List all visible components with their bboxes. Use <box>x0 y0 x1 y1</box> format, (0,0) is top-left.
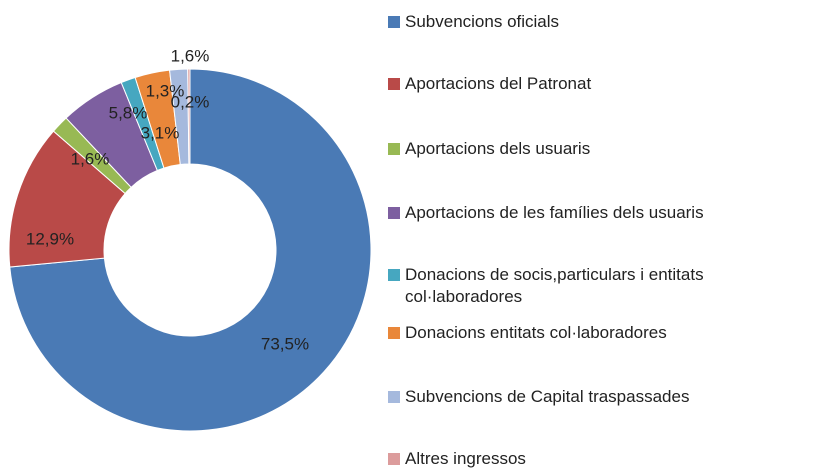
legend-item: Donacions entitats col·laboradores <box>388 322 798 344</box>
data-label: 1,6% <box>171 46 210 65</box>
legend-item: Aportacions dels usuaris <box>388 138 798 160</box>
legend-swatch <box>388 78 400 90</box>
legend-swatch <box>388 143 400 155</box>
donut-slice <box>9 68 372 432</box>
legend-label: Donacions entitats col·laboradores <box>405 323 667 342</box>
legend-label: Aportacions del Patronat <box>405 74 592 93</box>
legend-swatch <box>388 16 400 28</box>
donut-slice <box>187 68 191 165</box>
data-label: 1,3% <box>146 81 185 100</box>
legend-swatch <box>388 391 400 403</box>
legend-label: Aportacions de les famílies dels usuaris <box>405 203 704 222</box>
legend-label: Subvencions oficials <box>405 12 560 31</box>
data-label: 5,8% <box>109 103 148 122</box>
legend-item: Subvencions de Capital traspassades <box>388 386 798 408</box>
legend-label: Subvencions de Capital traspassades <box>405 387 690 406</box>
legend-swatch <box>388 453 400 465</box>
chart: 73,5% 12,9% 1,6% 5,8% 1,3% 3,1% 1,6% 0,2% <box>8 46 372 432</box>
legend-label: Donacions de socis,particulars i entitat… <box>405 265 704 306</box>
legend-item: Subvencions oficials <box>388 11 798 33</box>
legend-label: Altres ingressos <box>405 449 526 468</box>
legend-item: Aportacions del Patronat <box>388 73 798 95</box>
legend-label: Aportacions dels usuaris <box>405 139 591 158</box>
legend-swatch <box>388 327 400 339</box>
data-label: 3,1% <box>141 123 180 142</box>
data-label: 0,2% <box>171 92 210 111</box>
legend-swatch <box>388 207 400 219</box>
legend-item: Donacions de socis,particulars i entitat… <box>388 264 798 308</box>
data-label: 12,9% <box>26 229 74 248</box>
data-label: 73,5% <box>261 334 309 353</box>
legend-item: Aportacions de les famílies dels usuaris <box>388 202 798 224</box>
legend-swatch <box>388 269 400 281</box>
legend-item: Altres ingressos <box>388 448 798 470</box>
data-label: 1,6% <box>71 149 110 168</box>
